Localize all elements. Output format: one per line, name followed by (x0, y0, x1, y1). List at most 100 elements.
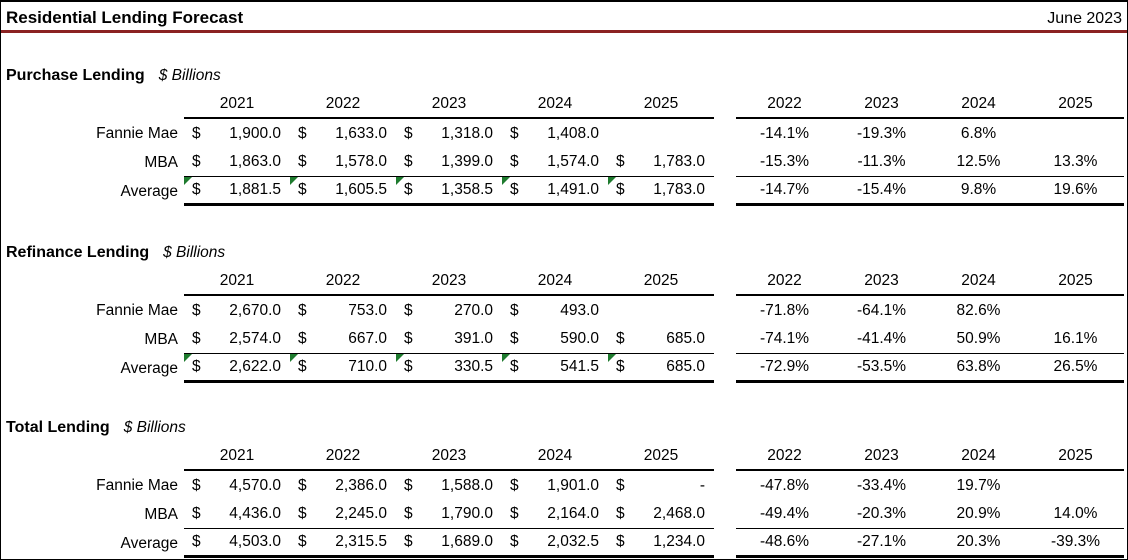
percent-cell[interactable]: 82.6% (956, 301, 1001, 319)
percent-cell[interactable] (1027, 471, 1124, 500)
dollar-cell[interactable]: $2,315.5 (290, 529, 396, 558)
year-header[interactable]: 2022 (290, 90, 396, 119)
year-header[interactable]: 2024 (930, 442, 1027, 471)
percent-cell[interactable]: 16.1% (1027, 325, 1124, 354)
dollar-cell[interactable]: $2,164.0 (502, 500, 608, 529)
percent-cell[interactable]: -15.4% (833, 177, 930, 206)
year-header[interactable]: 2021 (184, 90, 290, 119)
row-label[interactable]: MBA (144, 330, 178, 348)
percent-cell[interactable]: 9.8% (930, 177, 1027, 206)
dollar-cell[interactable]: $753.0 (290, 296, 396, 325)
dollar-cell[interactable]: $1,358.5 (396, 177, 502, 206)
dollar-cell[interactable]: $1,863.0 (184, 148, 290, 177)
row-label[interactable]: Fannie Mae (96, 476, 178, 494)
percent-cell[interactable]: 20.9% (930, 500, 1027, 529)
dollar-cell[interactable]: $2,622.0 (184, 354, 290, 383)
dollar-cell[interactable]: $1,491.0 (502, 177, 608, 206)
dollar-cell[interactable]: $1,633.0 (290, 119, 396, 148)
year-header[interactable]: 2025 (1027, 267, 1124, 296)
row-label[interactable]: Fannie Mae (96, 301, 178, 319)
percent-cell[interactable]: 20.3% (930, 529, 1027, 558)
percent-cell[interactable]: -72.9% (736, 354, 833, 383)
percent-cell[interactable]: -19.3% (856, 124, 907, 142)
dollar-cell[interactable]: $1,574.0 (502, 148, 608, 177)
percent-cell[interactable]: 19.6% (1027, 177, 1124, 206)
row-label[interactable]: Average (120, 182, 178, 200)
percent-cell[interactable]: -20.3% (833, 500, 930, 529)
dollar-cell[interactable]: $1,399.0 (396, 148, 502, 177)
percent-cell[interactable]: -71.8% (759, 301, 810, 319)
percent-cell[interactable]: -48.6% (736, 529, 833, 558)
dollar-cell[interactable]: $1,588.0 (396, 471, 502, 500)
dollar-cell[interactable]: $ - (608, 471, 714, 500)
row-label[interactable]: Average (120, 534, 178, 552)
percent-cell[interactable]: -49.4% (736, 500, 833, 529)
dollar-cell[interactable]: $685.0 (608, 325, 714, 354)
year-header[interactable]: 2024 (502, 267, 608, 296)
percent-cell[interactable]: -41.4% (833, 325, 930, 354)
dollar-cell[interactable]: $1,234.0 (608, 529, 714, 558)
percent-cell[interactable]: 50.9% (930, 325, 1027, 354)
dollar-cell[interactable]: $1,790.0 (396, 500, 502, 529)
year-header[interactable]: 2023 (396, 442, 502, 471)
dollar-cell[interactable] (608, 119, 714, 148)
dollar-cell[interactable]: $1,881.5 (184, 177, 290, 206)
row-label[interactable]: MBA (144, 505, 178, 523)
dollar-cell[interactable]: $4,436.0 (184, 500, 290, 529)
year-header[interactable]: 2025 (608, 442, 714, 471)
year-header[interactable]: 2022 (736, 442, 833, 471)
percent-cell[interactable]: 12.5% (930, 148, 1027, 177)
year-header[interactable]: 2024 (502, 90, 608, 119)
percent-cell[interactable]: 63.8% (930, 354, 1027, 383)
dollar-cell[interactable]: $1,689.0 (396, 529, 502, 558)
dollar-cell[interactable]: $590.0 (502, 325, 608, 354)
row-label[interactable]: MBA (144, 153, 178, 171)
percent-cell[interactable]: -14.1% (759, 124, 810, 142)
percent-cell[interactable]: -11.3% (833, 148, 930, 177)
dollar-cell[interactable]: $1,901.0 (502, 471, 608, 500)
percent-cell[interactable]: -39.3% (1027, 529, 1124, 558)
year-header[interactable]: 2025 (608, 90, 714, 119)
year-header[interactable]: 2023 (833, 90, 930, 119)
dollar-cell[interactable]: $1,900.0 (184, 119, 290, 148)
row-label[interactable]: Average (120, 359, 178, 377)
year-header[interactable]: 2023 (396, 90, 502, 119)
percent-cell[interactable]: -33.4% (856, 476, 907, 494)
year-header[interactable]: 2024 (930, 90, 1027, 119)
dollar-cell[interactable]: $1,783.0 (608, 177, 714, 206)
dollar-cell[interactable]: $2,670.0 (184, 296, 290, 325)
year-header[interactable]: 2025 (1027, 442, 1124, 471)
percent-cell[interactable]: -14.7% (736, 177, 833, 206)
year-header[interactable]: 2023 (396, 267, 502, 296)
percent-cell[interactable]: 6.8% (960, 124, 997, 142)
dollar-cell[interactable]: $4,570.0 (184, 471, 290, 500)
year-header[interactable]: 2022 (736, 90, 833, 119)
year-header[interactable]: 2025 (608, 267, 714, 296)
dollar-cell[interactable]: $1,578.0 (290, 148, 396, 177)
dollar-cell[interactable]: $2,468.0 (608, 500, 714, 529)
percent-cell[interactable]: -64.1% (856, 301, 907, 319)
row-label[interactable]: Fannie Mae (96, 124, 178, 142)
dollar-cell[interactable]: $330.5 (396, 354, 502, 383)
year-header[interactable]: 2023 (833, 267, 930, 296)
percent-cell[interactable]: -15.3% (736, 148, 833, 177)
percent-cell[interactable]: -27.1% (833, 529, 930, 558)
dollar-cell[interactable]: $2,245.0 (290, 500, 396, 529)
dollar-cell[interactable]: $391.0 (396, 325, 502, 354)
percent-cell[interactable]: 19.7% (956, 476, 1001, 494)
dollar-cell[interactable]: $1,783.0 (608, 148, 714, 177)
year-header[interactable]: 2024 (502, 442, 608, 471)
dollar-cell[interactable]: $1,318.0 (396, 119, 502, 148)
year-header[interactable]: 2021 (184, 267, 290, 296)
year-header[interactable]: 2022 (290, 442, 396, 471)
dollar-cell[interactable]: $710.0 (290, 354, 396, 383)
dollar-cell[interactable]: $1,408.0 (502, 119, 608, 148)
dollar-cell[interactable]: $2,032.5 (502, 529, 608, 558)
dollar-cell[interactable]: $2,386.0 (290, 471, 396, 500)
dollar-cell[interactable]: $541.5 (502, 354, 608, 383)
percent-cell[interactable] (1027, 119, 1124, 148)
dollar-cell[interactable]: $4,503.0 (184, 529, 290, 558)
percent-cell[interactable]: -47.8% (759, 476, 810, 494)
percent-cell[interactable]: -53.5% (833, 354, 930, 383)
year-header[interactable]: 2024 (930, 267, 1027, 296)
